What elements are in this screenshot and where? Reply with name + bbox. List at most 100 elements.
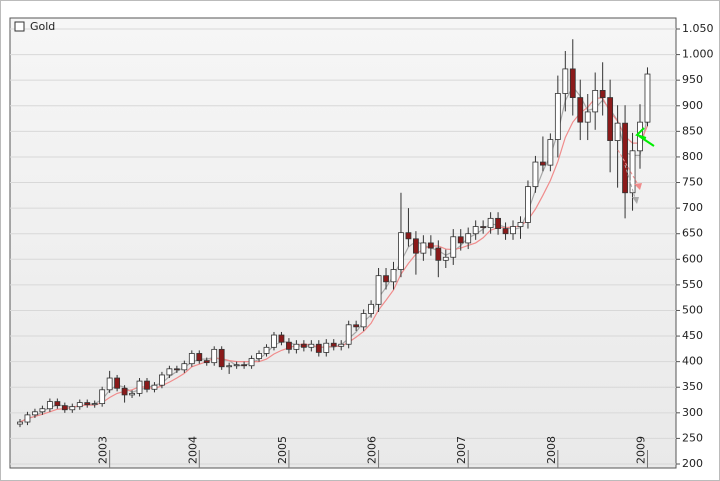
x-tick-label: 2005 [276, 436, 289, 464]
x-tick-label: 2008 [545, 436, 558, 464]
candle-body [420, 242, 427, 254]
candle-body [99, 389, 106, 405]
y-tick-label: 700 [682, 201, 703, 214]
candle-body [480, 226, 487, 228]
candle-body [562, 68, 569, 94]
candle-body [472, 226, 479, 235]
candle-body [278, 334, 285, 343]
candle-body [540, 161, 546, 166]
legend: Gold [14, 20, 55, 33]
candle-body [569, 68, 576, 98]
candle-body [405, 232, 412, 240]
candle-body [69, 406, 76, 411]
candle-body [323, 342, 330, 353]
candle-body [39, 408, 46, 413]
y-tick-label: 200 [682, 457, 703, 470]
candle-body [263, 346, 270, 354]
x-tick-label: 2006 [366, 436, 379, 464]
candle-body [286, 341, 292, 350]
candle-body [256, 353, 262, 359]
candle-body [151, 384, 158, 390]
x-tick-label: 2007 [455, 436, 468, 464]
candle-body [46, 401, 53, 410]
candle-body [181, 363, 188, 371]
candle-body [196, 353, 203, 362]
y-tick-label: 600 [682, 252, 703, 265]
candle-body [211, 348, 218, 364]
legend-label: Gold [30, 20, 55, 33]
candle-body [644, 73, 651, 123]
candle-body [84, 402, 91, 406]
plot-area [9, 17, 677, 469]
candle-body [218, 348, 225, 368]
y-tick-label: 950 [682, 73, 703, 86]
y-tick-label: 1.050 [682, 22, 714, 35]
y-tick-label: 650 [682, 227, 703, 240]
candle-body [106, 377, 113, 391]
candle-body [144, 380, 150, 390]
candle-body [173, 368, 180, 371]
candle-body [465, 233, 472, 244]
y-tick-label: 550 [682, 278, 703, 291]
y-tick-label: 450 [682, 329, 703, 342]
candle-body [390, 269, 397, 283]
candle-body [241, 364, 248, 367]
candle-body [345, 324, 352, 345]
legend-swatch [14, 21, 25, 32]
x-tick-label: 2004 [186, 436, 199, 464]
candle-body [495, 217, 501, 229]
candle-body [368, 303, 374, 314]
y-tick-label: 500 [682, 303, 703, 316]
candle-body [413, 238, 419, 254]
candle-body [360, 313, 367, 328]
candle-body [487, 217, 494, 228]
candle-body [435, 247, 442, 261]
candle-body [517, 222, 524, 227]
candle-body [577, 97, 584, 123]
candle-body [91, 403, 98, 406]
candle-body [248, 358, 255, 367]
y-tick-label: 400 [682, 355, 703, 368]
candle-body [584, 111, 591, 123]
y-tick-label: 1.000 [682, 48, 714, 61]
y-tick-label: 750 [682, 176, 703, 189]
candle-body [293, 343, 300, 350]
candle-body [614, 122, 621, 141]
candle-body [338, 343, 345, 347]
candle-body [315, 343, 322, 353]
candle-body [510, 226, 516, 235]
candle-body [353, 324, 360, 328]
candle-body [398, 232, 404, 270]
candle-body [188, 353, 195, 365]
candle-body [375, 275, 382, 305]
candle-body [457, 236, 464, 244]
candle-body [114, 377, 121, 389]
candle-body [308, 343, 315, 348]
candle-body [226, 365, 233, 368]
candle-body [532, 161, 539, 188]
candle-body [24, 414, 31, 423]
candle-body [129, 392, 135, 396]
candle-body [166, 368, 173, 376]
candle-body [383, 275, 389, 283]
candle-body [17, 421, 23, 425]
candle-body [203, 360, 210, 364]
y-tick-label: 250 [682, 431, 703, 444]
candle-body [136, 380, 143, 394]
candle-body [622, 122, 628, 194]
candle-body [450, 236, 457, 258]
candle-body [330, 342, 337, 347]
y-tick-label: 900 [682, 99, 703, 112]
candle-body [121, 387, 128, 396]
annotations [617, 127, 655, 204]
candle-body [427, 242, 434, 249]
x-tick-label: 2009 [634, 436, 647, 464]
candle-body [547, 139, 554, 166]
candle-body [502, 228, 509, 235]
candle-body [76, 402, 83, 408]
candle-body [554, 93, 561, 140]
candle-body [32, 411, 38, 416]
y-tick-label: 800 [682, 150, 703, 163]
candle-body [629, 150, 636, 194]
